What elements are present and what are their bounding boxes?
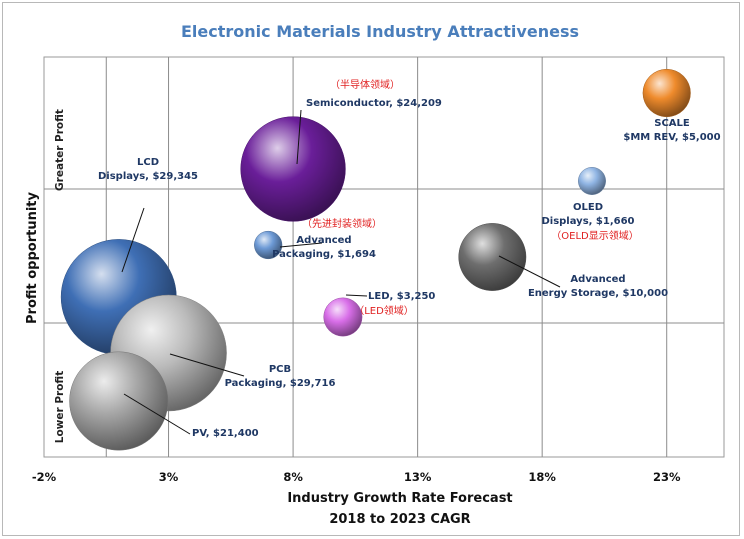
x-tick-label: 23% bbox=[653, 470, 681, 484]
y-band-upper: Greater Profit bbox=[54, 109, 66, 191]
y-band-upper-label: Greater Profit bbox=[54, 109, 66, 191]
leader-line bbox=[279, 242, 323, 248]
x-tick-label: -2% bbox=[32, 470, 57, 484]
bubble-scale bbox=[642, 68, 691, 118]
x-tick-label: 8% bbox=[283, 470, 303, 484]
cn-label-led: （LED领域） bbox=[354, 304, 414, 317]
leader-line bbox=[121, 207, 145, 273]
cn-label-semiconductor: （半导体领域） bbox=[330, 78, 400, 91]
bubble-labels: LCD Displays, $29,345 PCB Packaging, $29,71… bbox=[98, 78, 721, 439]
bubble-label-pv: PV, $21,400 bbox=[192, 428, 259, 439]
bubble-oled-displays bbox=[578, 167, 606, 195]
x-axis-title-line2: 2018 to 2023 CAGR bbox=[329, 512, 470, 527]
bubble-label-lcd-displays: LCD Displays, $29,345 bbox=[98, 157, 198, 182]
bubble-label-advanced-energy-storage: Advanced Energy Storage, $10,000 bbox=[528, 274, 668, 299]
leader-line bbox=[123, 393, 191, 435]
bubble-label-oled-displays: OLED Displays, $1,660 bbox=[541, 202, 634, 227]
x-tick-label: 13% bbox=[404, 470, 432, 484]
chart-title: Electronic Materials Industry Attractive… bbox=[181, 22, 579, 41]
bubble-semiconductor bbox=[240, 116, 346, 222]
leader-line bbox=[296, 109, 302, 165]
bubble-advanced-packaging bbox=[254, 230, 283, 260]
bubble-label-pcb-packaging: PCB Packaging, $29,716 bbox=[225, 364, 336, 389]
x-tick-label: 18% bbox=[528, 470, 556, 484]
cn-label-advanced-packaging: （先进封装领域） bbox=[302, 217, 382, 230]
y-band-lower-label: Lower Profit bbox=[54, 371, 66, 443]
bubbles bbox=[60, 68, 691, 451]
x-tick-labels: -2% 3% 8% 13% 18% 23% bbox=[32, 470, 681, 484]
bubble-label-led: LED, $3,250 bbox=[368, 291, 435, 302]
bubble-label-advanced-packaging: Advanced Packaging, $1,694 bbox=[272, 235, 376, 260]
bubble-pv bbox=[69, 351, 169, 451]
cn-label-oled-displays: （OELD显示领域） bbox=[551, 229, 638, 242]
x-tick-label: 3% bbox=[159, 470, 179, 484]
bubble-label-scale: SCALE $MM REV, $5,000 bbox=[623, 118, 720, 143]
bubble-advanced-energy-storage bbox=[458, 223, 527, 291]
bubble-label-semiconductor: Semiconductor, $24,209 bbox=[306, 98, 442, 109]
leader-line bbox=[345, 294, 368, 297]
x-axis-title-line1: Industry Growth Rate Forecast bbox=[287, 491, 512, 506]
leader-line bbox=[498, 255, 561, 288]
y-axis-title: Profit opportunity bbox=[25, 191, 40, 324]
y-band-lower: Lower Profit bbox=[54, 371, 66, 443]
bubble-led bbox=[323, 297, 363, 337]
leader-line bbox=[169, 353, 245, 377]
